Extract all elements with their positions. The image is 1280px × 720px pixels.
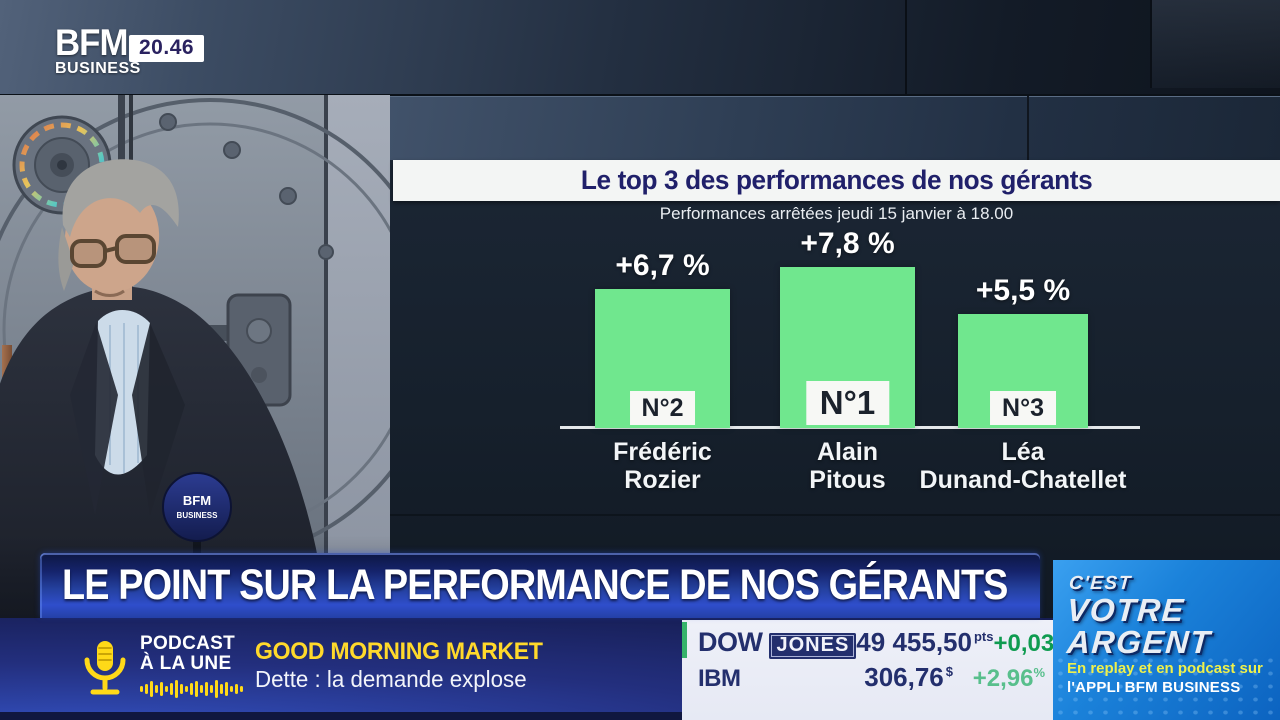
headline-banner: LE POINT SUR LA PERFORMANCE DE NOS GÉRAN… — [40, 553, 1040, 618]
studio-top-wall — [0, 0, 1280, 95]
bfm-logo-text: BFM — [55, 22, 128, 63]
ticker-accent-bar — [682, 622, 687, 658]
episode-title: Dette : la demande explose — [255, 666, 527, 692]
ticker-value: 306,76 $ — [864, 662, 953, 692]
studio-wall-band — [390, 96, 1280, 160]
replay-text: En replay et en podcast sur — [1067, 660, 1263, 677]
dots-pattern — [1053, 654, 1280, 720]
frame-bottom-edge — [0, 712, 1280, 720]
chart-title: Le top 3 des performances de nos gérants — [580, 165, 1093, 195]
glasses-icon — [70, 234, 156, 268]
ticker-symbol: DOW — [698, 627, 763, 657]
ticker-change: +2,96% — [972, 665, 1045, 692]
chart-subtitle: Performances arrêtées jeudi 15 janvier à… — [659, 204, 1014, 223]
svg-text:BUSINESS: BUSINESS — [177, 511, 219, 520]
studio-video: BFM BUSINESS — [0, 95, 390, 618]
clock: 20.46 — [129, 35, 205, 62]
app-text: l'APPLI BFM BUSINESS — [1067, 679, 1241, 696]
wall-seam — [390, 514, 1280, 516]
channel-logo: BFM BUSINESS 20.46 — [55, 22, 205, 78]
chart-baseline — [560, 426, 1140, 429]
wall-seam — [0, 94, 1280, 96]
guest-scene: BFM BUSINESS — [0, 95, 390, 618]
podcast-kicker-line2: À LA UNE — [140, 653, 232, 674]
svg-text:BFM: BFM — [183, 493, 211, 508]
podcast-mic-icon — [84, 641, 126, 695]
chart-title-strip: Le top 3 des performances de nos gérants — [393, 160, 1280, 201]
waveform-icon — [140, 680, 243, 698]
podcast-kicker: PODCAST À LA UNE — [140, 634, 235, 674]
program-name-line3: ARGENT — [1065, 624, 1213, 660]
program-panel: C'EST VOTRE ARGENT En replay et en podca… — [1053, 560, 1280, 720]
vault-bolts — [159, 113, 334, 260]
wall-seam — [905, 0, 907, 95]
hair — [62, 159, 179, 237]
ticker-symbol-boxed: JONES — [769, 633, 857, 659]
bfm-logo-subtext: BUSINESS — [55, 60, 141, 77]
wall-corner-panel — [1150, 0, 1280, 88]
podcast-kicker-line1: PODCAST — [140, 633, 235, 654]
ticker-value: 49 455,50 pts — [856, 627, 994, 657]
podcast-strip: PODCAST À LA UNE GOOD MORNING MARKET Det… — [0, 618, 682, 720]
chart-background — [390, 160, 1280, 618]
ticker-symbol: IBM — [698, 665, 741, 692]
headline-text: LE POINT SUR LA PERFORMANCE DE NOS GÉRAN… — [62, 561, 1008, 609]
show-title: GOOD MORNING MARKET — [255, 638, 543, 665]
ticker-row-ibm: IBM 306,76 $ +2,96% — [698, 662, 1045, 693]
wall-seam — [1027, 96, 1029, 160]
